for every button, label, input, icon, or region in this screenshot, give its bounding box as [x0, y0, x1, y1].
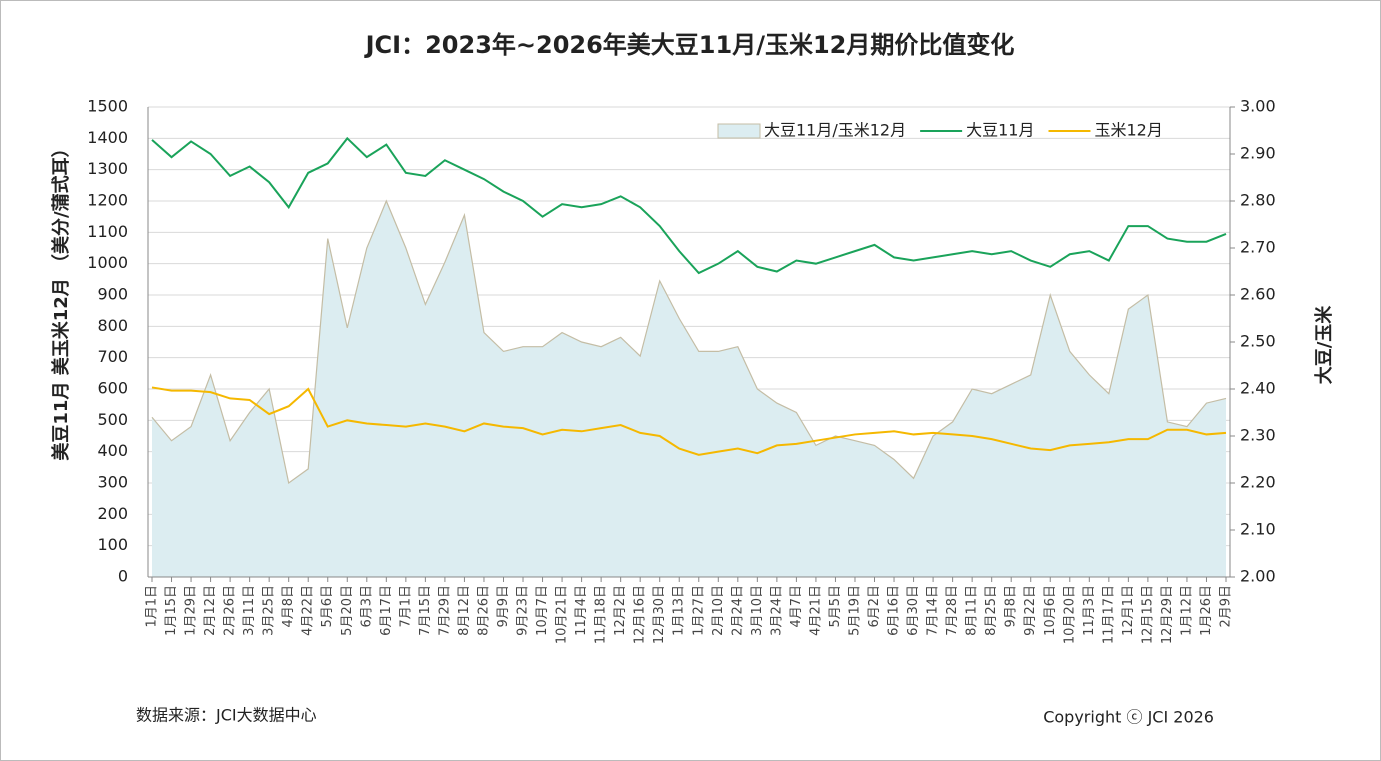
y-axis-label: 美豆11月 美玉米12月 （美分/蒲式耳） — [50, 139, 72, 460]
x-tick-label: 10月21日 — [555, 585, 570, 644]
y-tick-label: 1000 — [87, 253, 128, 272]
legend-swatch — [717, 123, 761, 139]
x-tick-label: 12月16日 — [633, 585, 648, 644]
x-tick-label: 5月19日 — [847, 585, 862, 636]
x-tick-label: 8月25日 — [984, 585, 999, 636]
y-tick-label: 100 — [97, 535, 128, 554]
copyright: Copyright ⓒ JCI 2026 — [1043, 708, 1214, 727]
x-tick-label: 6月17日 — [379, 585, 394, 636]
source-note: 数据来源：JCI大数据中心 — [136, 706, 317, 725]
x-tick-label: 9月9日 — [496, 585, 511, 628]
x-tick-label: 4月8日 — [281, 585, 296, 628]
x-tick-label: 6月30日 — [906, 585, 921, 636]
x-tick-label: 7月28日 — [945, 585, 960, 636]
x-tick-label: 1月1日 — [145, 585, 160, 628]
y-tick-label: 1100 — [87, 222, 128, 241]
y2-tick-label: 2.80 — [1240, 191, 1276, 210]
y-tick-label: 400 — [97, 441, 128, 460]
y-tick-label: 200 — [97, 504, 128, 523]
x-tick-label: 5月6日 — [320, 585, 335, 628]
x-tick-label: 7月15日 — [418, 585, 433, 636]
x-tick-label: 1月15日 — [164, 585, 179, 636]
x-tick-label: 8月11日 — [965, 585, 980, 636]
y2-tick-label: 2.70 — [1240, 238, 1276, 257]
y2-axis-label: 大豆/玉米 — [1313, 305, 1335, 385]
x-tick-label: 1月12日 — [1179, 585, 1194, 636]
x-tick-label: 9月22日 — [1023, 585, 1038, 636]
x-tick-label: 9月8日 — [1004, 585, 1019, 628]
x-tick-label: 10月6日 — [1043, 585, 1058, 636]
y-tick-label: 300 — [97, 473, 128, 492]
x-tick-label: 9月23日 — [516, 585, 531, 636]
y2-tick-label: 2.50 — [1240, 332, 1276, 351]
x-tick-label: 1月27日 — [691, 585, 706, 636]
price-line — [151, 386, 1227, 456]
x-tick-label: 4月22日 — [301, 585, 316, 636]
x-tick-label: 12月30日 — [652, 585, 667, 644]
x-tick-label: 2月24日 — [730, 585, 745, 636]
y2-tick-label: 2.30 — [1240, 426, 1276, 445]
x-tick-label: 1月29日 — [184, 585, 199, 636]
ratio-area — [152, 201, 1226, 577]
x-tick-label: 2月12日 — [203, 585, 218, 636]
y-tick-label: 1400 — [87, 128, 128, 147]
x-tick-label: 3月24日 — [769, 585, 784, 636]
y-tick-label: 1500 — [87, 97, 128, 116]
x-tick-label: 12月1日 — [1121, 585, 1136, 636]
price-line — [151, 136, 1227, 275]
y2-tick-label: 2.40 — [1240, 379, 1276, 398]
legend-label: 大豆11月 — [966, 121, 1034, 140]
y2-tick-label: 2.90 — [1240, 144, 1276, 163]
x-tick-label: 2月9日 — [1219, 585, 1234, 628]
x-tick-label: 7月29日 — [437, 585, 452, 636]
x-tick-label: 3月11日 — [242, 585, 257, 636]
x-tick-label: 5月5日 — [828, 585, 843, 628]
y-tick-label: 800 — [97, 316, 128, 335]
ratio-area-edge — [151, 199, 1227, 485]
x-tick-label: 2月10日 — [711, 585, 726, 636]
x-tick-label: 1月13日 — [672, 585, 687, 636]
x-tick-label: 12月15日 — [1140, 585, 1155, 644]
x-tick-label: 5月20日 — [340, 585, 355, 636]
x-tick-label: 3月25日 — [262, 585, 277, 636]
x-tick-label: 8月12日 — [457, 585, 472, 636]
x-tick-label: 12月2日 — [613, 585, 628, 636]
y2-tick-label: 2.60 — [1240, 285, 1276, 304]
x-tick-label: 2月26日 — [223, 585, 238, 636]
y-tick-label: 700 — [97, 347, 128, 366]
x-tick-label: 6月2日 — [867, 585, 882, 628]
x-tick-label: 1月26日 — [1199, 585, 1214, 636]
y-tick-label: 1200 — [87, 191, 128, 210]
legend-label: 大豆11月/玉米12月 — [764, 121, 906, 140]
y-tick-label: 0 — [118, 567, 128, 586]
y-tick-label: 500 — [97, 410, 128, 429]
x-tick-label: 8月26日 — [476, 585, 491, 636]
y2-tick-label: 2.00 — [1240, 567, 1276, 586]
x-tick-label: 7月1日 — [398, 585, 413, 628]
x-tick-label: 4月21日 — [808, 585, 823, 636]
x-tick-label: 12月29日 — [1160, 585, 1175, 644]
y-tick-label: 1300 — [87, 159, 128, 178]
y-tick-label: 600 — [97, 379, 128, 398]
x-tick-label: 4月7日 — [789, 585, 804, 628]
x-tick-label: 11月4日 — [574, 585, 589, 636]
legend-label: 玉米12月 — [1095, 121, 1163, 140]
y2-tick-label: 3.00 — [1240, 97, 1276, 116]
y2-tick-label: 2.10 — [1240, 520, 1276, 539]
y2-tick-label: 2.20 — [1240, 473, 1276, 492]
chart-title: JCI：2023年~2026年美大豆11月/玉米12月期价比值变化 — [364, 31, 1015, 59]
x-tick-label: 6月16日 — [887, 585, 902, 636]
x-tick-label: 6月3日 — [359, 585, 374, 628]
x-tick-label: 11月3日 — [1082, 585, 1097, 636]
x-tick-label: 11月18日 — [594, 585, 609, 644]
y-tick-label: 900 — [97, 285, 128, 304]
x-tick-label: 10月20日 — [1062, 585, 1077, 644]
x-tick-label: 10月7日 — [535, 585, 550, 636]
x-tick-label: 7月14日 — [926, 585, 941, 636]
x-tick-label: 11月17日 — [1101, 585, 1116, 644]
x-tick-label: 3月10日 — [750, 585, 765, 636]
